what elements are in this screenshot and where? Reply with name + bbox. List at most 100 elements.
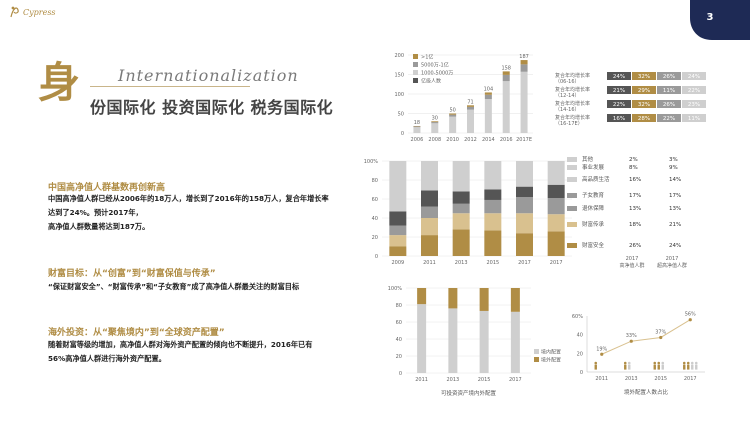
x-tick-label: 2008 — [428, 137, 441, 143]
series-line — [601, 319, 691, 355]
bar-segment — [467, 109, 474, 133]
table-cell — [632, 72, 656, 80]
cell-value: 11% — [663, 88, 675, 94]
legend-label: 事业发展 — [582, 163, 605, 171]
table-cell — [632, 100, 656, 108]
bar-segment — [389, 161, 407, 212]
bar-segment — [452, 229, 470, 256]
section-body-overseas: 随着财富等级的增加，高净值人群对海外资产配置的倾向也不断提升，2016年已有 5… — [48, 338, 348, 366]
cell-value: 29% — [638, 88, 650, 94]
bar-total-label: 71 — [467, 99, 473, 105]
table-cell — [657, 114, 681, 122]
y-tick-label: 150 — [394, 73, 404, 79]
legend-value-hnwi: 26% — [629, 243, 641, 249]
y-tick-label: 100% — [388, 286, 403, 292]
legend-value-hnwi: 18% — [629, 222, 641, 228]
data-label: 19% — [596, 346, 607, 352]
row-sublabel: （14-16） — [555, 107, 580, 113]
legend-label: 境内配置 — [541, 349, 561, 356]
bar-segment — [389, 246, 407, 256]
headline-divider — [90, 86, 250, 87]
bar-segment — [431, 122, 439, 124]
legend-swatch — [534, 349, 539, 354]
legend-value-hnwi: 17% — [629, 193, 641, 199]
bar-segment — [510, 311, 520, 373]
bar-segment — [547, 198, 565, 215]
body-line: “保证财富安全”、“财富传承”和“子女教育”成了高净值人群最关注的财富目标 — [48, 282, 300, 291]
y-tick-label: 40 — [577, 333, 583, 339]
logo-text: Cypress — [23, 8, 56, 17]
bar-total-label: 18 — [414, 120, 420, 126]
y-tick-label: 20 — [372, 235, 378, 241]
bar-total-label: 158 — [501, 65, 511, 71]
y-tick-label: 20 — [396, 354, 402, 360]
bar-segment — [502, 74, 510, 82]
bar-segment — [484, 92, 492, 95]
bar-segment — [520, 71, 528, 133]
bar-segment — [452, 213, 470, 230]
bar-segment — [449, 114, 457, 117]
legend-swatch — [567, 157, 577, 162]
bar-segment — [448, 308, 458, 373]
person-icon — [661, 361, 665, 365]
bar-segment — [389, 235, 407, 247]
bar-segment — [413, 126, 421, 128]
x-tick-label: 2015 — [486, 260, 499, 266]
legend-swatch — [413, 54, 418, 59]
body-line: 56%高净值人群进行海外资产配置。 — [48, 354, 166, 363]
bar-segment — [467, 105, 474, 107]
overseas-ratio-chart: 0 20 40 60% 19% 2011 33% 2013 37% 2015 56% 2017 境外配置… — [572, 312, 705, 396]
bar-segment — [547, 231, 565, 256]
x-tick-label: 2016 — [500, 137, 513, 143]
y-tick-label: 200 — [394, 53, 404, 59]
y-tick-label: 40 — [372, 216, 378, 222]
legend-label: 退休保障 — [582, 204, 605, 212]
cell-value: 22% — [688, 88, 700, 94]
bar-segment — [510, 288, 520, 312]
x-tick-label: 2017 — [684, 376, 697, 382]
cypress-logo: Cypress — [10, 6, 56, 18]
headline-title: 份国际化 投资国际化 税务国际化 — [90, 98, 334, 117]
y-tick-label: 40 — [396, 337, 402, 343]
person-icon-body — [628, 364, 631, 370]
bar-segment — [516, 233, 533, 256]
x-tick-label: 2015 — [478, 377, 491, 383]
bar-segment — [520, 64, 528, 72]
bar-segment — [516, 197, 533, 214]
cell-value: 23% — [688, 102, 700, 108]
page-number-badge: 3 — [690, 0, 750, 40]
row-sublabel: （16-17E） — [555, 121, 583, 127]
cell-value: 26% — [663, 74, 675, 80]
column-header-label: 超高净值人群 — [657, 262, 687, 269]
bar-segment — [479, 288, 489, 311]
person-icon — [657, 361, 661, 365]
bar-segment — [484, 189, 502, 200]
y-tick-label: 0 — [401, 131, 404, 137]
legend-value-uhnwi: 24% — [669, 243, 681, 249]
person-icon-body — [661, 364, 664, 370]
cell-value: 16% — [613, 116, 625, 122]
legend-swatch — [534, 357, 539, 362]
bar-segment — [547, 214, 565, 232]
x-tick-label: 2017 — [518, 260, 531, 266]
legend-swatch — [567, 177, 577, 182]
legend-swatch — [567, 165, 577, 170]
x-tick-label: 2017 — [550, 260, 563, 266]
legend-label: 5000万-1亿 — [421, 62, 449, 69]
x-tick-label: 2017E — [516, 137, 532, 143]
body-line: 中国高净值人群已经从2006年的18万人，增长到了2016年的158万人，复合年… — [48, 194, 329, 203]
bar-segment — [484, 99, 492, 133]
legend-value-hnwi: 2% — [629, 157, 638, 163]
chart-caption: 可投资资产境内外配置 — [441, 389, 497, 397]
section-title-wealth-goal: 财富目标：从“创富”到“财富保值与传承” — [48, 269, 216, 279]
bar-segment — [452, 191, 470, 204]
legend-label: 1000-5000万 — [421, 71, 453, 77]
bar-segment — [413, 127, 421, 133]
growth-rate-table: 复合年均增长率（06-16）24% 32% 26% 24%复合年均增长率（12-14）… — [555, 72, 706, 127]
bar-segment — [547, 184, 565, 199]
person-icon-body — [594, 364, 597, 370]
section-title-hnwi-growth: 中国高净值人群基数再创新高 — [48, 183, 166, 193]
person-icon-body — [624, 364, 627, 370]
column-header-label: 高净值人群 — [619, 262, 644, 269]
bar-segment — [389, 225, 407, 236]
